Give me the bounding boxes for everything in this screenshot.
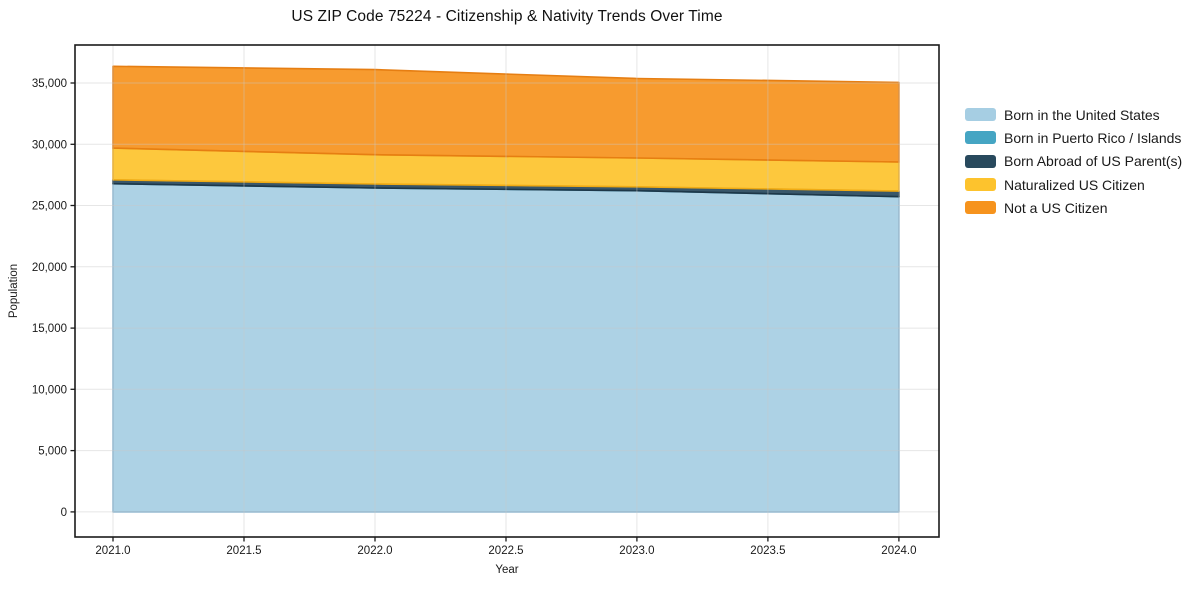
legend-swatch: [965, 108, 996, 122]
x-tick-label: 2023.5: [750, 545, 785, 557]
legend-label: Not a US Citizen: [1004, 199, 1108, 216]
y-tick-label: 20,000: [32, 262, 67, 274]
legend-swatch: [965, 201, 996, 215]
x-axis: 2021.0 2021.5 2022.0 2022.5 2023.0 2023.5 2024…: [95, 537, 916, 557]
y-tick-label: 30,000: [32, 139, 67, 151]
legend-swatch: [965, 178, 996, 192]
legend-label: Naturalized US Citizen: [1004, 176, 1145, 193]
x-axis-label: Year: [495, 564, 519, 576]
x-tick-label: 2022.0: [357, 545, 392, 557]
x-tick-label: 2021.0: [95, 545, 130, 557]
x-tick-label: 2022.5: [488, 545, 523, 557]
area-series-group: [112, 65, 900, 513]
y-tick-label: 0: [61, 507, 67, 519]
x-tick-label: 2023.0: [619, 545, 654, 557]
y-tick-label: 25,000: [32, 201, 67, 213]
legend-item: Born in the United States: [965, 103, 1182, 126]
legend-swatch: [965, 131, 996, 145]
y-tick-label: 5,000: [38, 446, 67, 458]
legend-item: Naturalized US Citizen: [965, 173, 1182, 196]
y-axis: 0 5,000 10,000 15,000 20,000 25,000 30,000 35,0…: [32, 78, 75, 519]
legend-item: Born Abroad of US Parent(s): [965, 150, 1182, 173]
legend-label: Born in Puerto Rico / Islands: [1004, 129, 1182, 146]
legend-label: Born Abroad of US Parent(s): [1004, 153, 1183, 170]
x-tick-label: 2021.5: [226, 545, 261, 557]
y-tick-label: 35,000: [32, 78, 67, 90]
area-series-not-a-us-citizen: [112, 65, 900, 163]
gridlines: [75, 45, 939, 537]
chart-title: US ZIP Code 75224 - Citizenship & Nativi…: [291, 8, 723, 25]
legend-item: Not a US Citizen: [965, 196, 1182, 219]
legend-label: Born in the United States: [1004, 106, 1160, 123]
legend-item: Born in Puerto Rico / Islands: [965, 126, 1182, 149]
y-tick-label: 15,000: [32, 323, 67, 335]
y-axis-label: Population: [8, 263, 20, 319]
legend: Born in the United States Born in Puerto …: [965, 103, 1182, 219]
legend-swatch: [965, 154, 996, 168]
x-tick-label: 2024.0: [881, 545, 916, 557]
y-tick-label: 10,000: [32, 384, 67, 396]
plot-border: [74, 44, 940, 538]
